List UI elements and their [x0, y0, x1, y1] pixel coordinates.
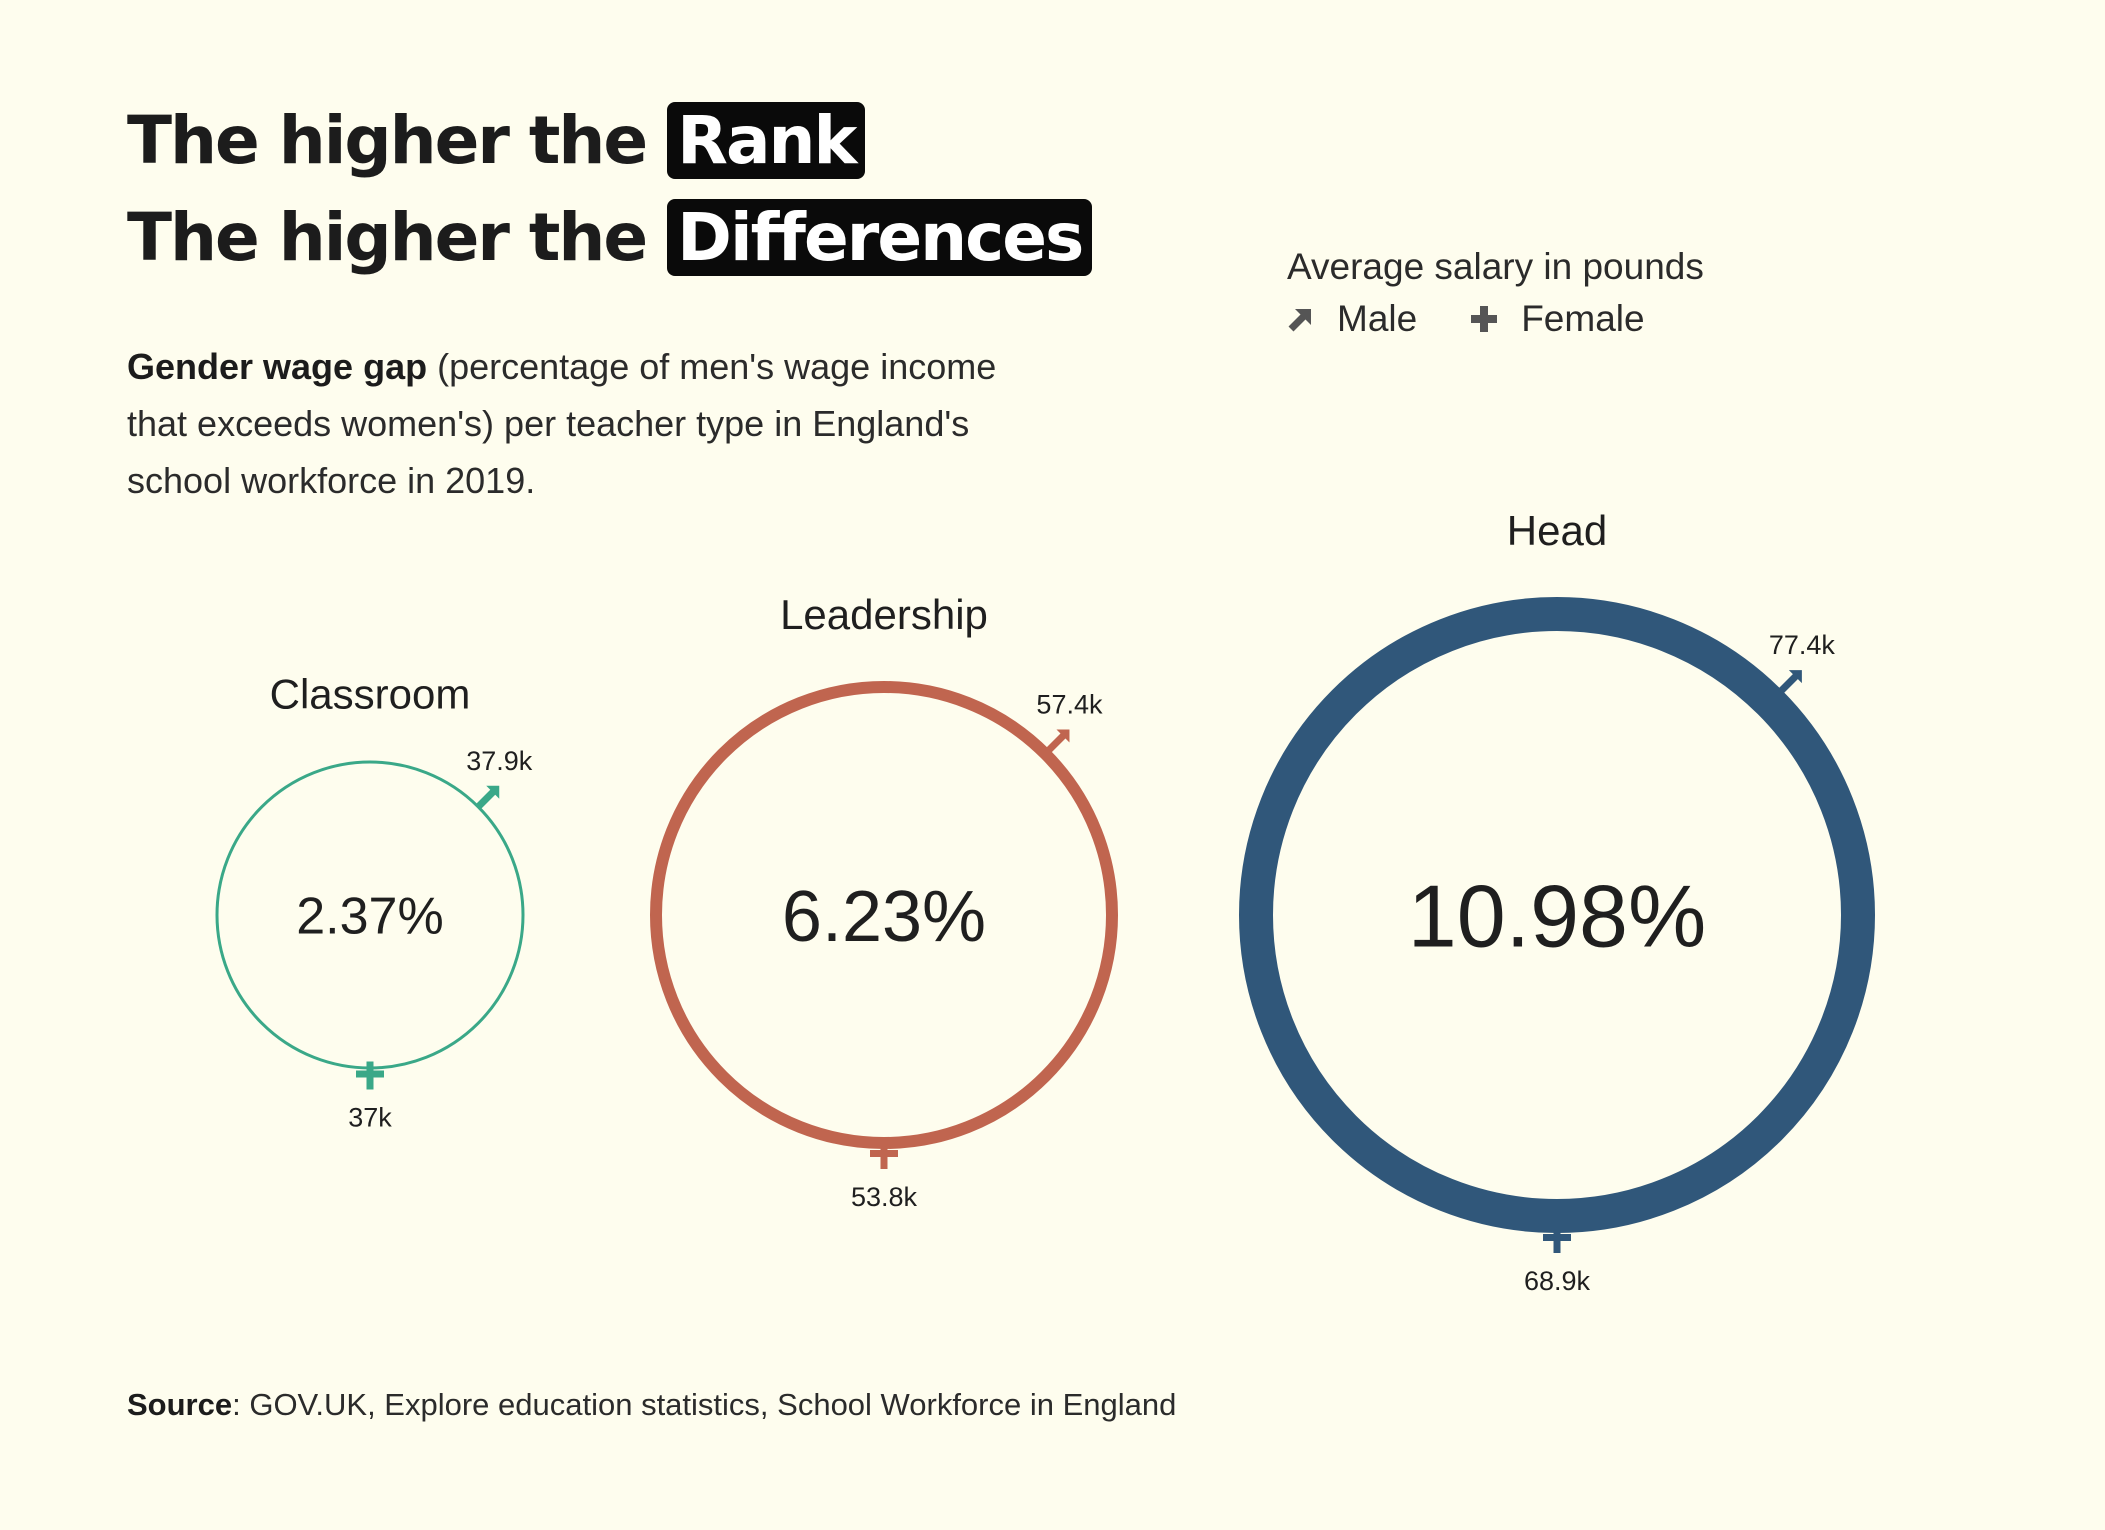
head-male-arrow-head: [1788, 670, 1802, 684]
leadership-gap-value: 6.23%: [782, 877, 986, 957]
head-male-salary-label: 77.4k: [1769, 630, 1836, 660]
classroom-female-cross-bar: [356, 1070, 384, 1078]
source-label: Source: [127, 1387, 233, 1422]
head-female-cross-bar: [1543, 1234, 1571, 1241]
title-highlight-rank: Rank: [667, 102, 866, 179]
title-prefix: The higher the: [127, 199, 648, 276]
legend-female-label: Female: [1521, 298, 1645, 339]
leadership-female-salary-label: 53.8k: [851, 1182, 918, 1212]
title-line-1: The higher the Rank: [127, 92, 1092, 189]
head-gap-ring: [1239, 597, 1875, 1233]
legend: Average salary in pounds Male Female: [1287, 240, 1704, 340]
chart-title: The higher the Rank The higher the Diffe…: [127, 92, 1093, 286]
subtitle-rest: (percentage of men's wage income that ex…: [127, 346, 997, 501]
source-text: : GOV.UK, Explore education statistics, …: [232, 1387, 1177, 1422]
chart-subtitle: Gender wage gap (percentage of men's wag…: [127, 338, 1027, 509]
leadership-male-arrow-head: [1056, 729, 1070, 743]
title-prefix: The higher the: [127, 102, 648, 179]
classroom-gap-value: 2.37%: [296, 888, 443, 946]
male-arrow-icon: [1288, 309, 1311, 332]
leadership-female-cross-bar: [870, 1150, 898, 1157]
legend-item-female: Female: [1469, 298, 1645, 340]
female-cross-icon: [1471, 306, 1498, 332]
title-highlight-differences: Differences: [667, 199, 1093, 276]
head-female-salary-label: 68.9k: [1524, 1266, 1591, 1296]
leadership-category-label: Leadership: [780, 591, 988, 638]
source-note: Source: GOV.UK, Explore education statis…: [127, 1387, 1176, 1423]
legend-item-male: Male: [1287, 298, 1417, 340]
legend-male-label: Male: [1337, 298, 1418, 339]
head-gap-value: 10.98%: [1408, 867, 1706, 966]
head-male-arrow-shaft: [1777, 671, 1801, 695]
title-line-2: The higher the Differences: [127, 189, 1093, 286]
head-category-label: Head: [1507, 507, 1607, 554]
classroom-category-label: Classroom: [270, 671, 471, 718]
classroom-male-arrow-shaft: [474, 787, 498, 811]
subtitle-bold: Gender wage gap: [127, 346, 428, 387]
classroom-female-salary-label: 37k: [348, 1103, 392, 1133]
classroom-male-arrow-head: [486, 785, 500, 799]
classroom-male-salary-label: 37.9k: [466, 746, 533, 776]
leadership-male-arrow-shaft: [1044, 731, 1068, 755]
legend-items: Male Female: [1287, 298, 1704, 340]
legend-title: Average salary in pounds: [1287, 246, 1704, 287]
leadership-male-salary-label: 57.4k: [1036, 690, 1103, 720]
